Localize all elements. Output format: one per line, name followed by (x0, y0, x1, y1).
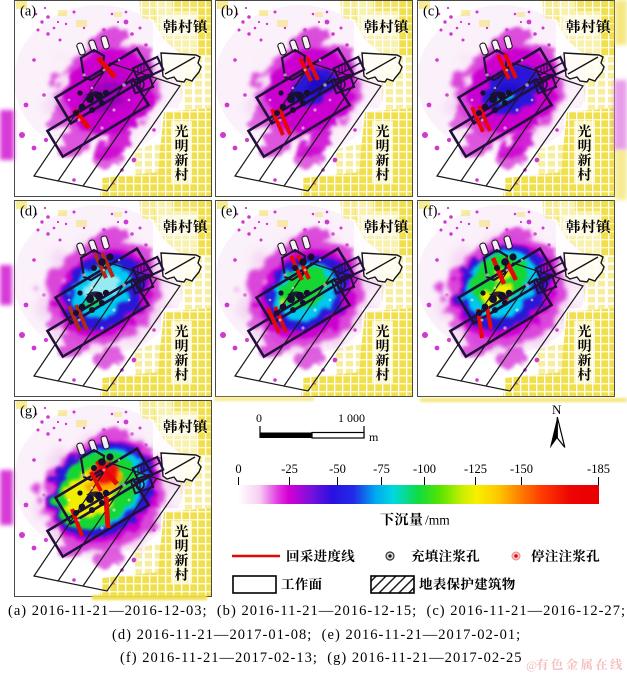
svg-text:(b): (b) (221, 4, 238, 20)
svg-text:(e): (e) (221, 204, 237, 220)
svg-text:m: m (369, 430, 379, 444)
svg-text:(a): (a) (20, 4, 36, 20)
svg-text:(c): (c) (423, 4, 439, 20)
svg-text:@: @ (526, 658, 537, 672)
svg-text:/mm: /mm (425, 513, 450, 528)
svg-text:(g): (g) (20, 404, 37, 420)
svg-text:0: 0 (256, 411, 262, 425)
svg-text:1 000: 1 000 (338, 411, 365, 425)
svg-text:(f): (f) (423, 204, 438, 220)
svg-text:N: N (552, 402, 562, 417)
svg-text:(d): (d) (20, 204, 37, 220)
